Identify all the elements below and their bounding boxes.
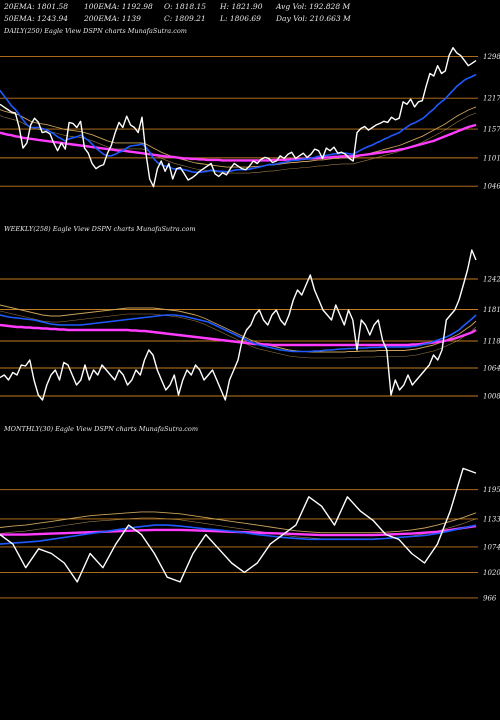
weekly-panel-title: WEEKLY(258) Eagle View DSPN charts Munaf… — [4, 225, 196, 233]
monthly-ytick: 1195 — [483, 486, 500, 494]
daily-ema-thin-band-line — [0, 112, 477, 174]
high-stat: H: 1821.90 — [220, 2, 263, 11]
ema50-stat: 50EMA: 1243.94 — [4, 14, 69, 23]
monthly-ytick: 1020 — [483, 569, 500, 577]
daily-ytick: 1157 — [483, 126, 500, 134]
weekly-ema-thin-line — [0, 304, 477, 353]
weekly-ytick: 1242 — [483, 276, 500, 284]
ema20-stat: 20EMA: 1801.58 — [4, 2, 69, 11]
weekly-ytick: 1008 — [483, 393, 500, 401]
monthly-ytick: 966 — [483, 594, 497, 602]
open-stat: O: 1818.15 — [164, 2, 207, 11]
header-row-2: 50EMA: 1243.94 200EMA: 1139 C: 1809.21 L: 1… — [4, 14, 351, 23]
daily-panel-title: DAILY(250) Eagle View DSPN charts Munafa… — [4, 27, 187, 35]
weekly-ema-fast-line — [0, 314, 477, 353]
monthly-panel: 1195 1133 1074 1020 966 — [0, 467, 500, 602]
monthly-ytick: 1133 — [483, 515, 500, 523]
day-vol-stat: Day Vol: 210.663 M — [276, 14, 351, 23]
close-stat: C: 1809.21 — [164, 14, 206, 23]
weekly-panel: 1242 1181 1118 1064 1008 — [0, 249, 500, 401]
daily-price-line — [0, 47, 477, 188]
avg-vol-stat: Avg Vol: 192.828 M — [276, 2, 351, 11]
weekly-ema-thin-band-line — [0, 310, 477, 359]
daily-ytick: 1298 — [483, 53, 500, 61]
weekly-ema-slow-line — [0, 323, 477, 347]
weekly-ytick: 1064 — [483, 365, 500, 373]
monthly-price-line — [0, 467, 477, 583]
monthly-ema-fast-line — [0, 524, 477, 545]
weekly-price-line — [0, 249, 477, 401]
weekly-ytick: 1181 — [483, 306, 500, 314]
ema200-stat: 200EMA: 1139 — [84, 14, 141, 23]
daily-ytick: 1101 — [483, 154, 500, 162]
daily-ytick: 1217 — [483, 95, 500, 103]
monthly-panel-title: MONTHLY(30) Eagle View DSPN charts Munaf… — [4, 425, 199, 433]
monthly-ema-thin-line — [0, 511, 477, 534]
daily-ytick: 1046 — [483, 183, 500, 191]
daily-ema-fast-line — [0, 73, 477, 174]
daily-ema-thin-line — [0, 106, 477, 168]
low-stat: L: 1806.69 — [220, 14, 261, 23]
monthly-ytick: 1074 — [483, 543, 500, 551]
weekly-ytick: 1118 — [483, 338, 500, 346]
daily-panel: 1298 1217 1157 1101 1046 — [0, 47, 500, 191]
ema100-stat: 100EMA: 1192.98 — [84, 2, 153, 11]
daily-ema-slow-line — [0, 123, 477, 162]
header-row-1: 20EMA: 1801.58 100EMA: 1192.98 O: 1818.15 H… — [4, 2, 350, 11]
